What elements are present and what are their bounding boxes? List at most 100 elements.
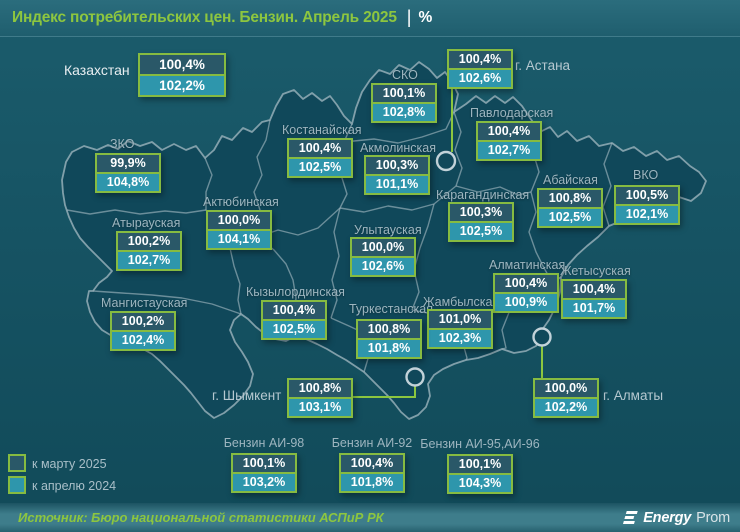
region-label-pavlodar: Павлодарская [470, 106, 554, 120]
value-to-march: 100,3% [366, 157, 428, 174]
value-to-april: 101,8% [341, 472, 403, 491]
region-value-box: 100,4% 100,9% [493, 273, 559, 313]
legend-swatch-to-april [8, 476, 26, 494]
region-label-kyzylorda: Кызылординская [246, 285, 345, 299]
legend-swatch-to-march [8, 454, 26, 472]
value-to-april: 102,6% [449, 68, 511, 87]
value-to-march: 99,9% [97, 155, 159, 172]
country-value-box: 100,4% 102,2% [138, 53, 226, 97]
value-to-april: 104,8% [97, 172, 159, 191]
header-bar: Индекс потребительских цен. Бензин. Апре… [0, 0, 740, 37]
value-to-april: 102,5% [539, 207, 601, 226]
value-to-march: 100,8% [358, 321, 420, 338]
region-value-box: 100,3% 101,1% [364, 155, 430, 195]
region-label-mangystau: Мангистауская [101, 296, 188, 310]
region-value-box: 100,3% 102,5% [448, 202, 514, 242]
value-to-march: 100,4% [289, 140, 351, 157]
city-value-box-shymkent: 100,8% 103,1% [287, 378, 353, 418]
footer-bar: Источник: Бюро национальной статистики А… [0, 503, 740, 532]
region-label-zhambyl: Жамбылская [423, 295, 500, 309]
value-to-march: 100,0% [208, 212, 270, 229]
value-to-march: 100,4% [478, 123, 540, 140]
region-value-box: 100,5% 102,1% [614, 185, 680, 225]
value-to-april: 102,5% [450, 221, 512, 240]
region-value-box: 100,4% 102,7% [476, 121, 542, 161]
region-value-box: 100,4% 101,7% [561, 279, 627, 319]
connector-lines [352, 88, 543, 398]
region-label-karaganda: Карагандинская [436, 188, 530, 202]
source-note: Источник: Бюро национальной статистики А… [18, 510, 384, 525]
city-label-shymkent: г. Шымкент [212, 388, 282, 403]
value-to-march: 100,8% [289, 380, 351, 397]
city-marker-shymkent [405, 367, 425, 387]
region-value-box: 100,8% 102,5% [537, 188, 603, 228]
value-to-march: 100,2% [118, 233, 180, 250]
city-value-box-astana: 100,4% 102,6% [447, 49, 513, 89]
logo-text-light: Prom [696, 509, 730, 526]
region-value-box: 100,0% 102,6% [350, 237, 416, 277]
value-to-march: 100,0% [535, 380, 597, 397]
fuel-label-ai92: Бензин АИ-92 [331, 436, 413, 450]
value-to-march: 100,4% [140, 55, 224, 74]
city-label-astana: г. Астана [515, 58, 571, 73]
value-to-april: 103,2% [233, 472, 295, 491]
region-value-box: 100,4% 102,5% [261, 300, 327, 340]
region-value-box: 100,1% 102,8% [371, 83, 437, 123]
region-label-aktobe: Актюбинская [203, 195, 279, 209]
region-label-turkestan: Туркестанская [349, 302, 433, 316]
region-label-zhetysu: Жетысуская [560, 264, 631, 278]
region-label-kostanay: Костанайская [282, 123, 362, 137]
region-label-abay: Абайская [543, 173, 598, 187]
energyprom-logo-icon [623, 511, 638, 524]
value-to-march: 100,3% [450, 204, 512, 221]
country-label: Казахстан [64, 62, 130, 78]
region-value-box: 100,8% 101,8% [356, 319, 422, 359]
city-value-box-almaty: 100,0% 102,2% [533, 378, 599, 418]
value-to-march: 100,2% [112, 313, 174, 330]
value-to-april: 102,4% [112, 330, 174, 349]
region-value-box: 100,2% 102,4% [110, 311, 176, 351]
fuel-label-ai95-96: Бензин АИ-95,АИ-96 [420, 437, 540, 451]
region-label-ulytau: Улытауская [354, 223, 422, 237]
value-to-march: 100,5% [616, 187, 678, 204]
fuel-value-box-ai95-96: 100,1% 104,3% [447, 454, 513, 494]
value-to-april: 104,3% [449, 473, 511, 492]
legend-label-to-april: к апрелю 2024 [32, 479, 117, 493]
page-title: Индекс потребительских цен. Бензин. Апре… [12, 9, 397, 26]
value-to-april: 100,9% [495, 292, 557, 311]
city-label-almaty: г. Алматы [603, 388, 664, 403]
connector-shymkent [352, 386, 416, 398]
value-to-april: 102,7% [478, 140, 540, 159]
fuel-label-ai98: Бензин АИ-98 [223, 436, 305, 450]
value-to-march: 100,8% [539, 190, 601, 207]
fuel-value-box-ai98: 100,1% 103,2% [231, 453, 297, 493]
city-marker-almaty [532, 327, 552, 347]
value-to-march: 100,0% [352, 239, 414, 256]
value-to-april: 102,3% [429, 328, 491, 347]
value-to-march: 100,4% [563, 281, 625, 298]
value-to-march: 100,4% [495, 275, 557, 292]
value-to-march: 100,1% [233, 455, 295, 472]
value-to-april: 102,5% [263, 319, 325, 338]
value-to-april: 102,2% [140, 74, 224, 95]
value-to-march: 100,1% [373, 85, 435, 102]
region-value-box: 99,9% 104,8% [95, 153, 161, 193]
value-to-april: 102,5% [289, 157, 351, 176]
region-label-vko: ВКО [633, 168, 659, 182]
fuel-value-box-ai92: 100,4% 101,8% [339, 453, 405, 493]
value-to-april: 102,8% [373, 102, 435, 121]
value-to-april: 101,8% [358, 338, 420, 357]
logo-text-bold: Energy [643, 509, 692, 526]
region-value-box: 101,0% 102,3% [427, 309, 493, 349]
region-label-sko: СКО [392, 68, 418, 82]
value-to-march: 101,0% [429, 311, 491, 328]
region-borders [66, 111, 613, 373]
value-to-april: 102,7% [118, 250, 180, 269]
title-separator: | [406, 7, 412, 27]
title-unit: % [418, 9, 433, 26]
value-to-april: 102,6% [352, 256, 414, 275]
value-to-april: 104,1% [208, 229, 270, 248]
value-to-march: 100,4% [341, 455, 403, 472]
region-label-atyrau: Атырауская [112, 216, 181, 230]
